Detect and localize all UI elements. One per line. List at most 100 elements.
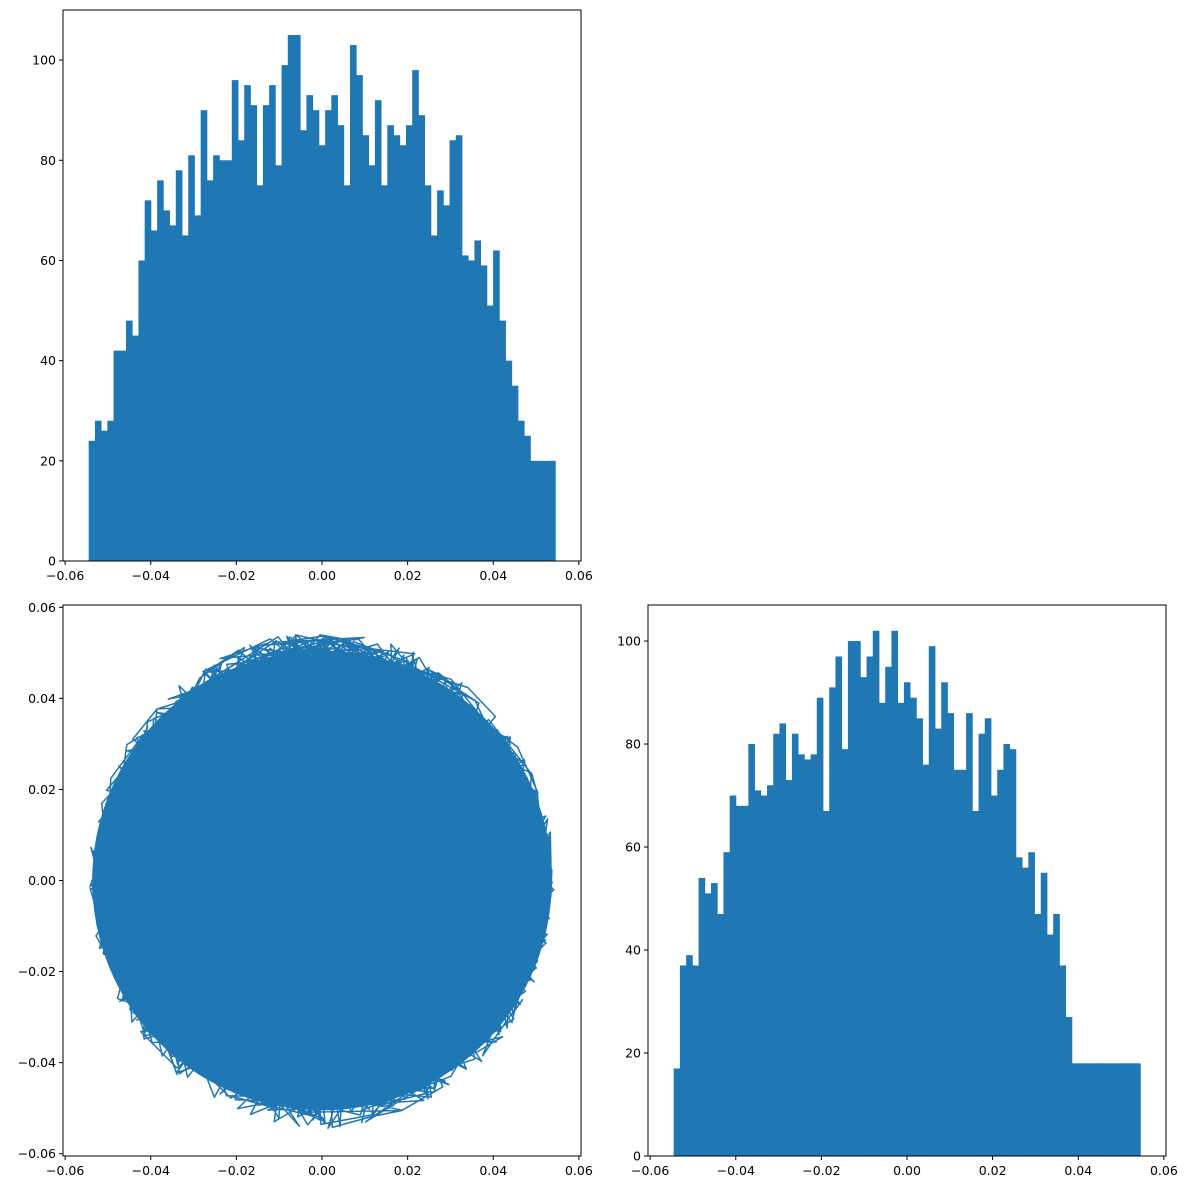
histogram-y-bar bbox=[692, 965, 699, 1156]
trajectory-xtick-label: 0.02 bbox=[394, 1163, 422, 1178]
histogram-y-bar bbox=[990, 795, 998, 1156]
histogram-x-bar bbox=[393, 135, 401, 561]
histogram-y-bar bbox=[972, 810, 979, 1156]
histogram-y-bar bbox=[966, 713, 973, 1156]
histogram-x-bar bbox=[362, 135, 370, 561]
histogram-y-bar bbox=[717, 913, 724, 1156]
histogram-x-bar bbox=[88, 440, 96, 561]
histogram-y-xtick-label: −0.04 bbox=[717, 1163, 755, 1178]
histogram-x-bar bbox=[157, 180, 164, 562]
histogram-x-bar bbox=[536, 460, 544, 561]
histogram-y-bar bbox=[997, 769, 1004, 1156]
histogram-x-ytick-label: 100 bbox=[32, 53, 56, 68]
histogram-x-bar bbox=[200, 110, 208, 561]
histogram-y-bar bbox=[791, 733, 799, 1156]
histogram-x-bar bbox=[262, 105, 270, 561]
histogram-x-bar bbox=[163, 210, 170, 561]
histogram-x-bar bbox=[126, 320, 133, 561]
histogram-y-bar bbox=[1009, 749, 1017, 1156]
histogram-y-bar bbox=[959, 769, 967, 1156]
trajectory-xtick-label: 0.04 bbox=[479, 1163, 507, 1178]
histogram-y-bar bbox=[1102, 1063, 1110, 1156]
histogram-y-bar bbox=[1121, 1063, 1129, 1156]
histogram-y-xtick-label: 0.06 bbox=[1150, 1163, 1178, 1178]
histogram-y-bar bbox=[866, 656, 874, 1156]
histogram-y-bar bbox=[1022, 867, 1029, 1156]
histogram-x-bar bbox=[511, 385, 519, 561]
histogram-x-bar bbox=[325, 110, 332, 561]
histogram-y-bar bbox=[810, 754, 818, 1156]
histogram-y-bar bbox=[1015, 857, 1023, 1156]
histogram-x-bar bbox=[132, 335, 139, 561]
histogram-x-bar bbox=[430, 235, 438, 561]
histogram-y-bar bbox=[934, 728, 942, 1156]
histogram-x-bar bbox=[287, 35, 295, 561]
histogram-x-bar bbox=[399, 145, 407, 561]
histogram-x-bar bbox=[244, 85, 251, 562]
histogram-y-bar bbox=[897, 702, 905, 1156]
histogram-x-bar bbox=[387, 125, 394, 561]
histogram-x-bar bbox=[269, 85, 276, 562]
histogram-y-bar bbox=[1115, 1063, 1123, 1156]
histogram-y-xtick-label: 0.02 bbox=[979, 1163, 1007, 1178]
histogram-y-ytick-label: 40 bbox=[625, 943, 641, 958]
histogram-y-ytick-label: 60 bbox=[625, 840, 641, 855]
histogram-y-ytick-label: 20 bbox=[625, 1046, 641, 1061]
histogram-y-bar bbox=[804, 759, 811, 1156]
trajectory-yticks: −0.06 −0.04 −0.02 0.00 0.02 0.04 0.06 bbox=[18, 600, 63, 1161]
histogram-y-bar bbox=[984, 718, 992, 1156]
histogram-x-xtick-label: 0.02 bbox=[394, 568, 422, 583]
histogram-y-bar bbox=[872, 630, 880, 1156]
trajectory-xticks: −0.06 −0.04 −0.02 0.00 0.02 0.04 0.06 bbox=[46, 1156, 593, 1178]
histogram-x-bar bbox=[443, 205, 450, 561]
histogram-x-bar bbox=[238, 140, 245, 561]
histogram-x-ytick-label: 40 bbox=[40, 353, 56, 368]
histogram-x-bar bbox=[337, 125, 345, 561]
histogram-x-bar bbox=[94, 420, 102, 561]
histogram-y-bar bbox=[922, 764, 930, 1156]
histogram-x-bar bbox=[219, 160, 226, 562]
histogram-x-bar bbox=[356, 75, 363, 562]
trajectory-xtick-label: 0.00 bbox=[308, 1163, 336, 1178]
trajectory-ytick-label: 0.02 bbox=[28, 782, 56, 797]
histogram-y-bar bbox=[854, 641, 861, 1156]
histogram-y-xtick-label: −0.06 bbox=[631, 1163, 669, 1178]
histogram-x-bar bbox=[349, 45, 357, 561]
histogram-y-bar bbox=[1134, 1063, 1141, 1156]
histogram-x-bar bbox=[312, 110, 320, 561]
histogram-y-xtick-label: 0.04 bbox=[1064, 1163, 1092, 1178]
histogram-x-bar bbox=[412, 70, 419, 561]
histogram-y-bar bbox=[885, 666, 892, 1156]
histogram-x-bar bbox=[294, 35, 301, 561]
trajectory-xtick-label: −0.06 bbox=[46, 1163, 84, 1178]
histogram-y-bar bbox=[1084, 1063, 1091, 1156]
histogram-x-bar bbox=[150, 230, 158, 561]
histogram-y-xtick-label: −0.02 bbox=[802, 1163, 840, 1178]
histogram-y-bar bbox=[829, 687, 836, 1156]
histogram-x-xtick-label: 0.00 bbox=[308, 568, 336, 583]
histogram-y-bar bbox=[1096, 1063, 1104, 1156]
histogram-y-bar bbox=[673, 1068, 681, 1156]
histogram-x-bar bbox=[480, 265, 488, 561]
histogram-y-bar bbox=[1127, 1063, 1135, 1156]
histogram-x-bar bbox=[281, 65, 289, 561]
histogram-y-bar bbox=[1109, 1063, 1116, 1156]
histogram-x-ytick-label: 60 bbox=[40, 253, 56, 268]
trajectory-ytick-label: −0.06 bbox=[18, 1146, 56, 1161]
histogram-x-bar bbox=[542, 460, 550, 561]
histogram-x-bar bbox=[530, 460, 538, 561]
histogram-x-xtick-label: −0.02 bbox=[217, 568, 255, 583]
histogram-y-bar bbox=[686, 955, 693, 1156]
histogram-x-bar bbox=[405, 125, 413, 561]
histogram-y-bar bbox=[823, 810, 830, 1156]
histogram-y-bar bbox=[1053, 913, 1060, 1156]
histogram-y-bar bbox=[767, 785, 774, 1156]
histogram-y-bar bbox=[742, 805, 749, 1156]
histogram-x-xtick-label: 0.06 bbox=[565, 568, 593, 583]
histogram-x-xtick-label: −0.06 bbox=[46, 568, 84, 583]
histogram-x-bar bbox=[300, 130, 307, 561]
histogram-y-bar bbox=[1059, 965, 1067, 1156]
histogram-x-bars bbox=[88, 35, 556, 562]
histogram-y-xtick-label: 0.00 bbox=[893, 1163, 921, 1178]
